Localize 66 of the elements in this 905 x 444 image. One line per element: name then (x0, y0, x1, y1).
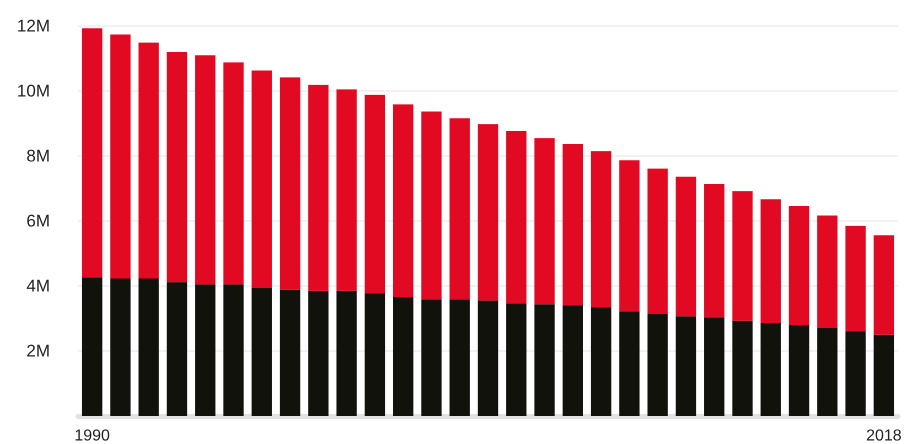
x-tick-label: 2018 (866, 428, 902, 444)
bar (223, 62, 244, 284)
bar (534, 304, 555, 416)
bar (562, 305, 584, 416)
bar (478, 300, 498, 416)
bar (364, 293, 386, 416)
bar (534, 138, 555, 304)
bar (506, 303, 526, 416)
bar (82, 277, 102, 416)
bar (392, 297, 414, 416)
bar (506, 130, 526, 304)
bar (788, 325, 810, 416)
bar (760, 323, 781, 416)
bar (280, 77, 300, 290)
bar (280, 290, 300, 416)
bar (252, 70, 272, 288)
bar (647, 314, 668, 416)
bar (647, 168, 668, 314)
y-tick-label: 10M (16, 82, 50, 100)
bar (874, 235, 894, 335)
bar (788, 206, 810, 325)
bar (562, 144, 584, 306)
bar (704, 184, 724, 318)
y-tick-label: 12M (16, 16, 50, 36)
bar (138, 42, 159, 279)
bar (392, 104, 414, 298)
bar (874, 334, 894, 416)
bar (704, 317, 724, 416)
bar (138, 278, 159, 416)
bar (817, 215, 838, 328)
bar (732, 320, 753, 416)
bar (450, 118, 470, 300)
x-tick-label: 1990 (74, 428, 110, 444)
bar (732, 191, 753, 321)
bar (336, 89, 357, 291)
bar (308, 84, 329, 291)
bar (817, 328, 838, 416)
bar (421, 111, 442, 300)
y-tick-label: 2M (26, 342, 50, 360)
bar (450, 299, 470, 416)
bar (252, 288, 272, 416)
bar (845, 331, 866, 416)
bar (619, 160, 640, 312)
bar (364, 94, 386, 294)
bar (478, 124, 498, 301)
bar (845, 226, 866, 332)
bar (590, 151, 612, 308)
bar (676, 316, 696, 416)
bar (676, 176, 696, 316)
bar (166, 282, 188, 416)
y-tick-label: 6M (26, 212, 50, 230)
y-tick-label: 8M (26, 146, 50, 166)
bar (195, 284, 216, 416)
bar (223, 284, 244, 416)
bar (308, 290, 329, 416)
bar (110, 34, 131, 279)
bar (619, 311, 640, 416)
bar (421, 299, 442, 416)
bar (110, 278, 131, 416)
bar (195, 55, 216, 284)
bar (166, 52, 188, 282)
bar (760, 199, 781, 324)
bar (82, 28, 102, 278)
y-tick-label: 4M (26, 276, 50, 296)
bar (336, 290, 357, 416)
bar (590, 307, 612, 416)
